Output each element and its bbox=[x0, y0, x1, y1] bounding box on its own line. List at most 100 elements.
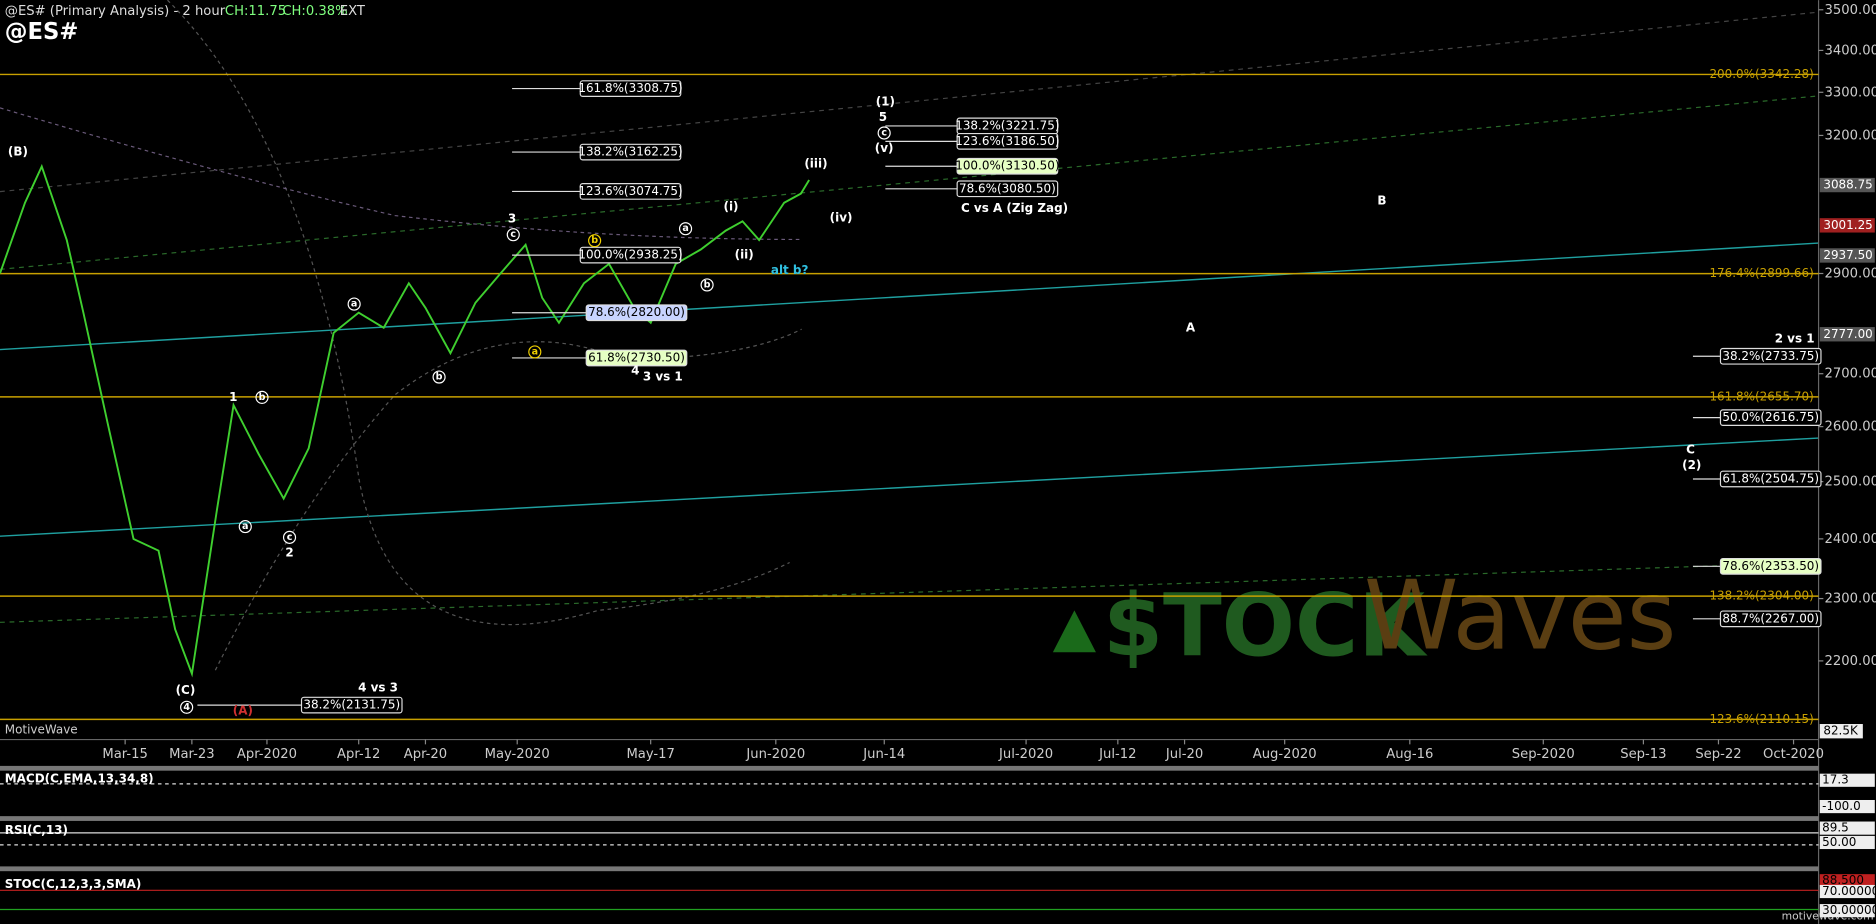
change-percent: CH:0.38% bbox=[282, 4, 347, 19]
level-label: 138.2%(2304.00) bbox=[1709, 589, 1813, 603]
y-tick-label: 3400.00 bbox=[1825, 43, 1876, 58]
moving-average bbox=[0, 107, 802, 241]
wave-label: 3 bbox=[508, 212, 516, 226]
fib-label: 50.0%(2616.75) bbox=[1722, 410, 1819, 424]
indicator-tag-label: 88.500 bbox=[1822, 873, 1864, 887]
panel-divider bbox=[0, 765, 1819, 771]
x-tick-label: Jun-14 bbox=[862, 747, 905, 762]
indicator-tag bbox=[1819, 773, 1875, 787]
wave-label: B bbox=[1377, 194, 1386, 208]
fib-label: 123.6%(3186.50) bbox=[955, 134, 1059, 148]
wave-label: (2) bbox=[1682, 458, 1701, 472]
wave-label: (B) bbox=[8, 145, 28, 159]
wave-label: 1 bbox=[229, 390, 237, 404]
fib-label: 38.2%(2733.75) bbox=[1722, 349, 1819, 363]
trend-line bbox=[0, 561, 1819, 623]
panel-divider bbox=[0, 816, 1819, 821]
y-tick-label: 3200.00 bbox=[1825, 128, 1876, 143]
x-tick-label: Apr-2020 bbox=[237, 747, 297, 762]
x-tick-label: Oct-2020 bbox=[1763, 747, 1824, 762]
fib-box bbox=[579, 143, 682, 161]
fib-label: 123.6%(3074.75) bbox=[578, 184, 682, 198]
indicator-tag bbox=[1819, 835, 1875, 850]
fib-label: 78.6%(2353.50) bbox=[1722, 559, 1819, 573]
wave-label: 2 vs 1 bbox=[1775, 331, 1815, 345]
wave-label: a bbox=[242, 521, 248, 532]
indicator-tag-label: 17.3 bbox=[1822, 773, 1849, 787]
wave-label: alt b? bbox=[771, 263, 809, 277]
x-tick-label: Jul-2020 bbox=[998, 747, 1053, 762]
y-tick-label: 2300.00 bbox=[1825, 592, 1876, 607]
y-tick-label: 3300.00 bbox=[1825, 85, 1876, 100]
volume-tag bbox=[1819, 724, 1863, 739]
x-tick-label: Sep-2020 bbox=[1512, 747, 1575, 762]
wave-label: b bbox=[591, 235, 598, 246]
fib-box bbox=[1719, 557, 1822, 575]
level-label: 176.4%(2899.66) bbox=[1709, 266, 1813, 280]
wave-label: A bbox=[1186, 320, 1196, 334]
wave-circle bbox=[700, 278, 714, 292]
price-tag-label: 2937.50 bbox=[1823, 248, 1872, 262]
moving-average bbox=[167, 0, 790, 626]
x-tick-label: Aug-16 bbox=[1386, 747, 1433, 762]
indicator-label: MACD(C,EMA,13,34,8) bbox=[5, 772, 154, 786]
indicator-tag-label: 70.00000 bbox=[1822, 884, 1876, 898]
wave-circle bbox=[432, 370, 446, 384]
wave-label: b bbox=[704, 279, 711, 290]
wave-circle bbox=[180, 700, 194, 714]
y-tick-label: 2500.00 bbox=[1825, 475, 1876, 490]
symbol: @ES# bbox=[5, 19, 79, 45]
channel-line bbox=[0, 242, 1819, 351]
price-tag bbox=[1819, 218, 1875, 233]
watermark-logo bbox=[1052, 610, 1096, 653]
wave-label: 4 vs 3 bbox=[358, 681, 398, 695]
wave-circle bbox=[528, 345, 542, 359]
wave-label: b bbox=[259, 392, 266, 403]
wave-label: C bbox=[1686, 443, 1695, 457]
level-label: 200.0%(3342.28) bbox=[1709, 67, 1813, 81]
y-tick-label: 2400.00 bbox=[1825, 532, 1876, 547]
wave-label: (iv) bbox=[830, 210, 853, 224]
fib-box bbox=[300, 696, 403, 714]
level-label: 161.8%(2655.70) bbox=[1709, 389, 1813, 403]
fib-box bbox=[579, 183, 682, 200]
wave-label: c bbox=[287, 532, 293, 543]
trend-line bbox=[0, 11, 1819, 193]
fib-box bbox=[956, 157, 1059, 175]
indicator-tag bbox=[1819, 799, 1875, 814]
watermark: $TOCK bbox=[1103, 576, 1428, 676]
fib-label: 100.0%(2938.25) bbox=[578, 248, 682, 262]
fib-label: 61.8%(2504.75) bbox=[1722, 471, 1819, 485]
wave-label: (ii) bbox=[735, 248, 754, 262]
y-tick-label: 2600.00 bbox=[1825, 420, 1876, 435]
panel-divider bbox=[0, 866, 1819, 872]
session: EXT bbox=[340, 4, 366, 19]
wave-label: 5 bbox=[879, 110, 887, 124]
fib-box bbox=[1719, 470, 1822, 488]
volume-tag-label: 82.5K bbox=[1823, 724, 1859, 738]
wave-label: a bbox=[351, 299, 357, 310]
indicator-tag bbox=[1819, 874, 1875, 888]
change: CH:11.75 bbox=[225, 4, 286, 19]
wave-label: (A) bbox=[233, 703, 253, 717]
wave-label: (v) bbox=[875, 141, 894, 155]
indicator-label: STOC(C,12,3,3,SMA) bbox=[5, 877, 142, 891]
price-tag-label: 3088.75 bbox=[1823, 178, 1872, 192]
indicator-tag-label: 89.5 bbox=[1822, 821, 1849, 835]
wave-label: (1) bbox=[876, 94, 895, 108]
wave-label: a bbox=[532, 346, 538, 357]
wave-circle bbox=[678, 222, 693, 236]
fib-box bbox=[956, 180, 1059, 198]
wave-circle bbox=[347, 297, 361, 311]
wave-label: a bbox=[682, 223, 688, 234]
price-tag bbox=[1819, 248, 1875, 263]
wave-label: 3 vs 1 bbox=[643, 370, 683, 384]
x-tick-label: Mar-15 bbox=[102, 747, 147, 762]
wave-label: 2 bbox=[285, 545, 293, 559]
x-tick-label: Apr-20 bbox=[404, 747, 447, 762]
fib-box bbox=[585, 349, 688, 367]
y-tick-label: 2200.00 bbox=[1825, 654, 1876, 669]
moving-average bbox=[214, 328, 802, 671]
y-tick-label: 3500.00 bbox=[1825, 3, 1876, 18]
